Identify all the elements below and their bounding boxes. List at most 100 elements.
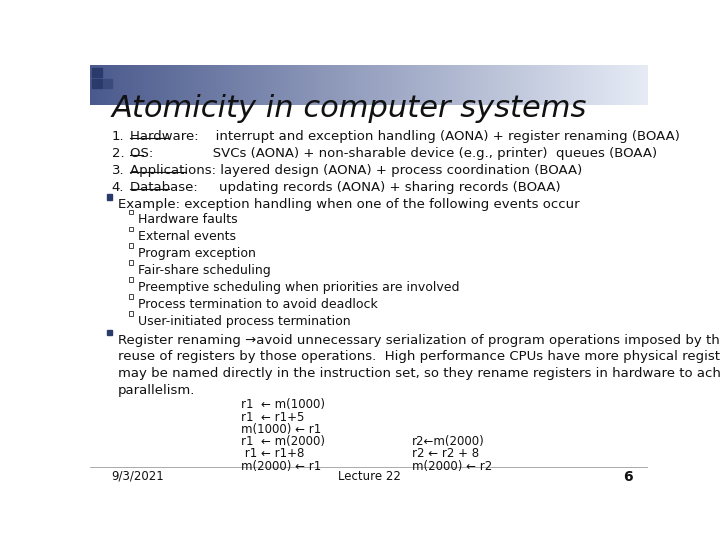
- Bar: [622, 65, 624, 105]
- Bar: [104, 65, 106, 105]
- Bar: [542, 65, 543, 105]
- Bar: [160, 65, 161, 105]
- Bar: [545, 65, 546, 105]
- Bar: [376, 65, 377, 105]
- Bar: [345, 65, 346, 105]
- Bar: [267, 65, 269, 105]
- Bar: [204, 65, 205, 105]
- Bar: [538, 65, 539, 105]
- Bar: [113, 65, 114, 105]
- Bar: [218, 65, 219, 105]
- Bar: [274, 65, 275, 105]
- Bar: [266, 65, 267, 105]
- Bar: [135, 65, 136, 105]
- Bar: [472, 65, 473, 105]
- Text: OS:              SVCs (AONA) + non-sharable device (e.g., printer)  queues (BOAA: OS: SVCs (AONA) + non-sharable device (e…: [130, 147, 657, 160]
- Bar: [514, 65, 515, 105]
- Bar: [388, 65, 389, 105]
- Bar: [158, 65, 159, 105]
- Bar: [141, 65, 142, 105]
- Bar: [156, 65, 157, 105]
- Text: reuse of registers by those operations.  High performance CPUs have more physica: reuse of registers by those operations. …: [118, 350, 720, 363]
- Bar: [536, 65, 537, 105]
- Bar: [315, 65, 316, 105]
- Bar: [646, 65, 647, 105]
- Bar: [117, 65, 118, 105]
- Bar: [638, 65, 639, 105]
- Bar: [383, 65, 384, 105]
- Bar: [605, 65, 606, 105]
- Bar: [231, 65, 232, 105]
- Bar: [220, 65, 221, 105]
- Bar: [468, 65, 469, 105]
- Bar: [547, 65, 548, 105]
- Bar: [129, 311, 133, 316]
- Bar: [226, 65, 228, 105]
- Bar: [390, 65, 391, 105]
- Bar: [645, 65, 646, 105]
- Bar: [561, 65, 562, 105]
- Bar: [243, 65, 244, 105]
- Bar: [155, 65, 156, 105]
- Bar: [634, 65, 635, 105]
- Bar: [539, 65, 540, 105]
- Bar: [121, 65, 122, 105]
- Bar: [93, 65, 94, 105]
- Bar: [594, 65, 595, 105]
- Bar: [487, 65, 488, 105]
- Bar: [444, 65, 445, 105]
- Bar: [464, 65, 465, 105]
- Bar: [269, 65, 270, 105]
- Bar: [202, 65, 203, 105]
- Bar: [371, 65, 372, 105]
- Bar: [455, 65, 456, 105]
- Bar: [632, 65, 634, 105]
- Text: m(1000) ← r1: m(1000) ← r1: [241, 423, 321, 436]
- Bar: [214, 65, 215, 105]
- Bar: [248, 65, 249, 105]
- Bar: [635, 65, 636, 105]
- Bar: [524, 65, 525, 105]
- Bar: [306, 65, 307, 105]
- Bar: [337, 65, 338, 105]
- Bar: [393, 65, 394, 105]
- Bar: [572, 65, 573, 105]
- Bar: [352, 65, 353, 105]
- Bar: [399, 65, 400, 105]
- Bar: [384, 65, 385, 105]
- Bar: [129, 244, 133, 248]
- Bar: [447, 65, 448, 105]
- Bar: [264, 65, 265, 105]
- Bar: [333, 65, 334, 105]
- Bar: [490, 65, 492, 105]
- Bar: [360, 65, 361, 105]
- Bar: [99, 65, 100, 105]
- Bar: [168, 65, 169, 105]
- Bar: [94, 65, 96, 105]
- Bar: [435, 65, 436, 105]
- Text: 3.: 3.: [112, 164, 125, 177]
- Bar: [110, 65, 111, 105]
- Bar: [625, 65, 626, 105]
- Bar: [615, 65, 616, 105]
- Bar: [244, 65, 245, 105]
- Bar: [639, 65, 640, 105]
- Bar: [242, 65, 243, 105]
- Bar: [270, 65, 271, 105]
- Bar: [332, 65, 333, 105]
- Bar: [611, 65, 612, 105]
- Bar: [385, 65, 386, 105]
- Bar: [153, 65, 154, 105]
- Bar: [570, 65, 571, 105]
- Bar: [258, 65, 259, 105]
- Text: 9/3/2021: 9/3/2021: [112, 470, 164, 483]
- Bar: [109, 65, 110, 105]
- Bar: [407, 65, 408, 105]
- Bar: [316, 65, 317, 105]
- Bar: [129, 278, 133, 282]
- Bar: [157, 65, 158, 105]
- Bar: [190, 65, 191, 105]
- Bar: [475, 65, 476, 105]
- Bar: [152, 65, 153, 105]
- Bar: [642, 65, 644, 105]
